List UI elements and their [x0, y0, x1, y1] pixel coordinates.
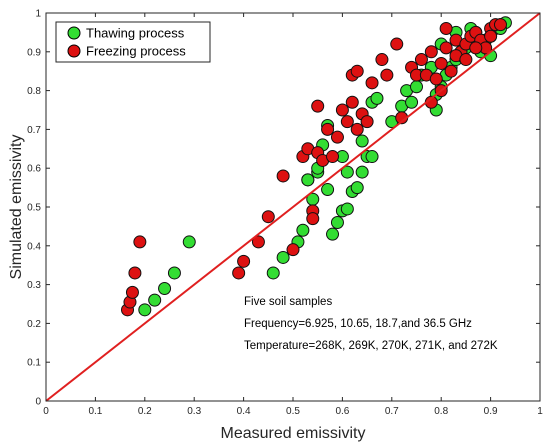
freezing-point [350, 64, 364, 78]
freezing-point [261, 210, 275, 224]
y-tick-label: 0.2 [27, 319, 41, 330]
freezing-point [439, 22, 453, 36]
y-axis-label: Simulated emissivity [8, 135, 25, 280]
annotation-frequency: Frequency=6.925, 10.65, 18.7,and 36.5 GH… [244, 318, 472, 330]
freezing-point [459, 53, 473, 67]
freezing-point [237, 254, 251, 268]
freezing-point [365, 76, 379, 90]
thawing-point [182, 235, 196, 249]
y-tick-label: 0.9 [27, 47, 41, 58]
thawing-point [355, 165, 369, 179]
y-tick-label: 0.3 [27, 280, 41, 291]
thawing-point [296, 223, 310, 237]
freezing-point [484, 29, 498, 43]
legend-marker-thawing [67, 26, 81, 40]
freezing-point [414, 53, 428, 67]
freezing-point [276, 169, 290, 183]
y-tick-label: 0.7 [27, 125, 41, 136]
y-tick-label: 0.6 [27, 164, 41, 175]
x-tick-label: 0.7 [385, 406, 399, 417]
annotation-samples: Five soil samples [244, 296, 332, 308]
thawing-point [276, 250, 290, 264]
y-tick-label: 0 [35, 397, 41, 408]
x-tick-label: 0 [43, 406, 49, 417]
freezing-point [321, 122, 335, 136]
legend-label-thawing: Thawing process [86, 26, 185, 41]
freezing-point [340, 115, 354, 129]
freezing-point [311, 99, 325, 113]
legend-box [55, 21, 211, 63]
freezing-point [286, 243, 300, 257]
thawing-point [148, 293, 162, 307]
y-tick-label: 0.5 [27, 203, 41, 214]
freezing-point [375, 53, 389, 67]
annotation-temperature: Temperature=268K, 269K, 270K, 271K, and … [244, 340, 498, 352]
thawing-point [365, 150, 379, 164]
thawing-point [405, 95, 419, 109]
thawing-point [321, 183, 335, 197]
thawing-point [138, 303, 152, 317]
x-tick-label: 0.4 [237, 406, 251, 417]
x-tick-label: 0.1 [88, 406, 102, 417]
series-1 [121, 18, 507, 317]
thawing-point [350, 181, 364, 195]
x-tick-label: 1 [537, 406, 543, 417]
marks-layer [121, 16, 512, 317]
freezing-point [380, 68, 394, 82]
freezing-point [444, 64, 458, 78]
x-tick-label: 0.2 [138, 406, 152, 417]
thawing-point [355, 134, 369, 148]
x-axis-label: Measured emissivity [221, 425, 366, 442]
freezing-point [330, 130, 344, 144]
freezing-point [335, 103, 349, 117]
thawing-point [410, 80, 423, 94]
thawing-point [340, 165, 354, 179]
thawing-point [340, 202, 354, 216]
y-tick-label: 0.8 [27, 86, 41, 97]
freezing-point [350, 122, 364, 136]
freezing-point [345, 95, 359, 109]
freezing-point [434, 56, 448, 70]
x-tick-label: 0.9 [484, 406, 498, 417]
freezing-point [326, 150, 340, 164]
freezing-point [469, 41, 483, 55]
thawing-point [301, 173, 315, 187]
thawing-point [266, 266, 280, 280]
freezing-point [133, 235, 147, 249]
legend: Thawing process Freezing process [55, 21, 211, 63]
freezing-point [232, 266, 246, 280]
thawing-point [370, 91, 384, 105]
thawing-point [326, 227, 340, 241]
axis-ticks: 0 0.1 0.2 0.3 0.4 0.5 0.6 0.7 0.8 0.9 1 0 0.1 0.2 0.3 0… [27, 9, 543, 418]
x-tick-label: 0.8 [434, 406, 448, 417]
freezing-point [424, 45, 438, 59]
reference-line-1to1 [45, 12, 541, 402]
x-tick-label: 0.3 [187, 406, 201, 417]
freezing-point [125, 285, 139, 299]
freezing-point [439, 41, 453, 55]
freezing-point [390, 37, 404, 51]
freezing-point [251, 235, 265, 249]
thawing-point [167, 266, 181, 280]
freezing-point [429, 72, 443, 86]
annotations: Five soil samples Frequency=6.925, 10.65… [244, 296, 498, 352]
legend-marker-freezing [67, 44, 81, 58]
legend-label-freezing: Freezing process [86, 44, 186, 59]
thawing-point [158, 281, 172, 295]
freezing-point [128, 266, 142, 280]
y-tick-label: 0.4 [27, 241, 41, 252]
y-tick-label: 1 [35, 9, 41, 20]
y-tick-label: 0.1 [27, 358, 41, 369]
thawing-point [330, 216, 344, 230]
freezing-point [360, 115, 374, 129]
x-tick-label: 0.6 [335, 406, 349, 417]
freezing-point [306, 212, 320, 226]
freezing-point [493, 18, 507, 32]
x-tick-label: 0.5 [286, 406, 300, 417]
